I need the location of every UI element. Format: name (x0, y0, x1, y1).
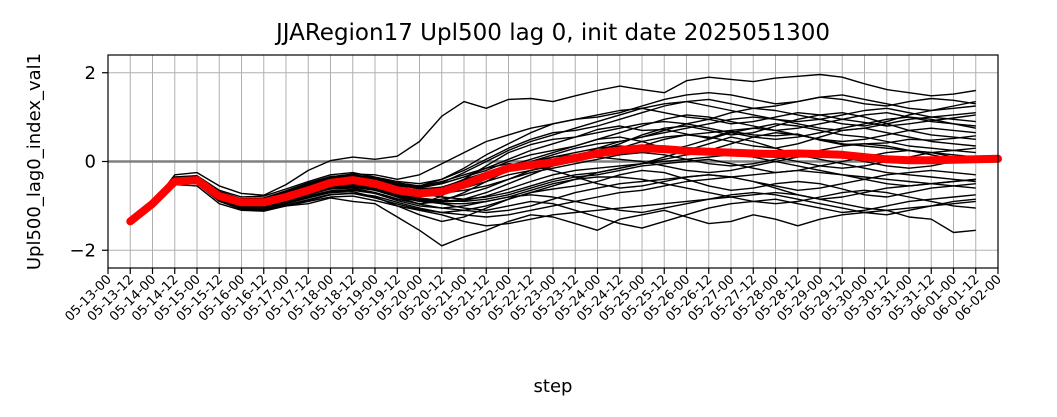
y-tick-label: 2 (85, 63, 96, 84)
ensemble-member-line (129, 169, 976, 222)
chart-title: JJARegion17 Upl500 lag 0, init date 2025… (274, 20, 830, 46)
ensemble-member-line (129, 96, 976, 222)
ensemble-member-line (129, 73, 976, 222)
x-axis-label: step (534, 376, 573, 397)
ensemble-mean-line (126, 144, 1002, 226)
y-tick-label: 0 (85, 152, 96, 173)
ensemble-member-line (129, 147, 976, 222)
y-tick-label: −2 (69, 240, 96, 261)
ensemble-member-line (129, 183, 976, 227)
ensemble-member-line (129, 163, 976, 222)
y-axis-label: Upl500_lag0_index_val1 (24, 53, 45, 270)
y-axis-ticks: −2 0 2 (69, 63, 108, 261)
